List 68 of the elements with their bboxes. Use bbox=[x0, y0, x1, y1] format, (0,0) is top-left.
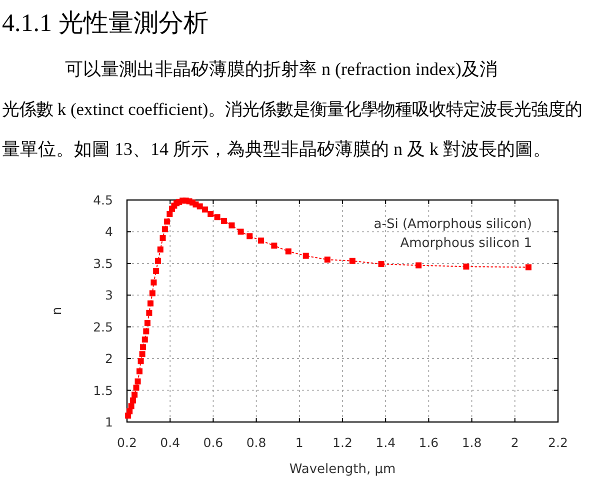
annotation: a-Si (Amorphous silicon) bbox=[374, 217, 532, 232]
point bbox=[416, 262, 422, 268]
point bbox=[285, 248, 292, 254]
point bbox=[136, 368, 142, 374]
x-tick-label: 0.6 bbox=[203, 435, 224, 450]
x-axis-title: Wavelength, µm bbox=[289, 462, 396, 477]
chart-title: 4.1.1 光性量測分析 bbox=[2, 10, 208, 37]
point bbox=[238, 228, 244, 235]
point bbox=[258, 238, 264, 244]
x-tick-label: 2 bbox=[510, 435, 519, 450]
point bbox=[130, 397, 136, 404]
y-tick-label: 3.5 bbox=[93, 256, 113, 271]
point bbox=[147, 300, 154, 306]
point bbox=[153, 268, 160, 274]
annotation: Amorphous silicon 1 bbox=[400, 236, 532, 251]
point bbox=[140, 344, 146, 350]
point bbox=[196, 203, 203, 210]
point bbox=[160, 235, 166, 242]
text: 光係數 k (extinct coefficient)。消光係數是衡量化學物種吸收特定波長光強度的 bbox=[2, 99, 582, 119]
point bbox=[162, 226, 168, 232]
point bbox=[202, 206, 208, 213]
x-tick-label: 1.2 bbox=[332, 435, 352, 450]
y-tick-label: 4.5 bbox=[93, 192, 113, 208]
x-tick-label: 0.4 bbox=[160, 435, 180, 450]
text: 量單位。如圖 13、14 所示，為典型非晶矽薄膜的 n 及 k 對波長的圖。 bbox=[2, 139, 551, 159]
point bbox=[378, 261, 384, 268]
y-tick-label: 1 bbox=[105, 414, 113, 430]
x-tick-label: 2.2 bbox=[548, 435, 568, 450]
point bbox=[149, 290, 156, 296]
y-tick-label: 1.5 bbox=[93, 382, 113, 398]
y-tick-label: 4 bbox=[105, 224, 114, 240]
point bbox=[220, 218, 227, 224]
point bbox=[208, 210, 214, 217]
point bbox=[143, 328, 150, 334]
point bbox=[146, 310, 152, 316]
point bbox=[214, 214, 220, 220]
point bbox=[157, 246, 164, 252]
point bbox=[133, 384, 140, 391]
y-tick-label: 2 bbox=[105, 351, 113, 366]
point bbox=[139, 351, 146, 358]
x-tick-label: 0.8 bbox=[246, 435, 266, 450]
x-tick-label: 1.4 bbox=[376, 435, 396, 450]
point bbox=[155, 258, 162, 264]
point bbox=[138, 358, 144, 364]
point bbox=[525, 264, 532, 270]
x-tick-label: 1.6 bbox=[418, 435, 439, 450]
point bbox=[463, 264, 470, 270]
y-tick-label: 2.5 bbox=[93, 319, 113, 334]
y-axis-title: n bbox=[50, 306, 65, 316]
point bbox=[271, 242, 278, 249]
point bbox=[144, 320, 150, 326]
point bbox=[128, 403, 134, 410]
point bbox=[150, 279, 157, 286]
point bbox=[142, 336, 148, 343]
point bbox=[164, 218, 170, 225]
point bbox=[246, 233, 253, 240]
point bbox=[134, 378, 141, 384]
point bbox=[132, 392, 138, 398]
point bbox=[228, 222, 235, 228]
y-tick-label: 3 bbox=[105, 288, 113, 303]
point bbox=[349, 258, 356, 264]
text: 可以量測出非晶矽薄膜的折射率 n (refraction index)及消 bbox=[65, 59, 498, 79]
point bbox=[302, 252, 309, 259]
point bbox=[166, 210, 173, 217]
x-tick-label: 1 bbox=[295, 435, 304, 450]
point bbox=[324, 256, 330, 263]
x-tick-label: 1.8 bbox=[462, 435, 482, 450]
x-tick-label: 0.2 bbox=[117, 435, 137, 450]
